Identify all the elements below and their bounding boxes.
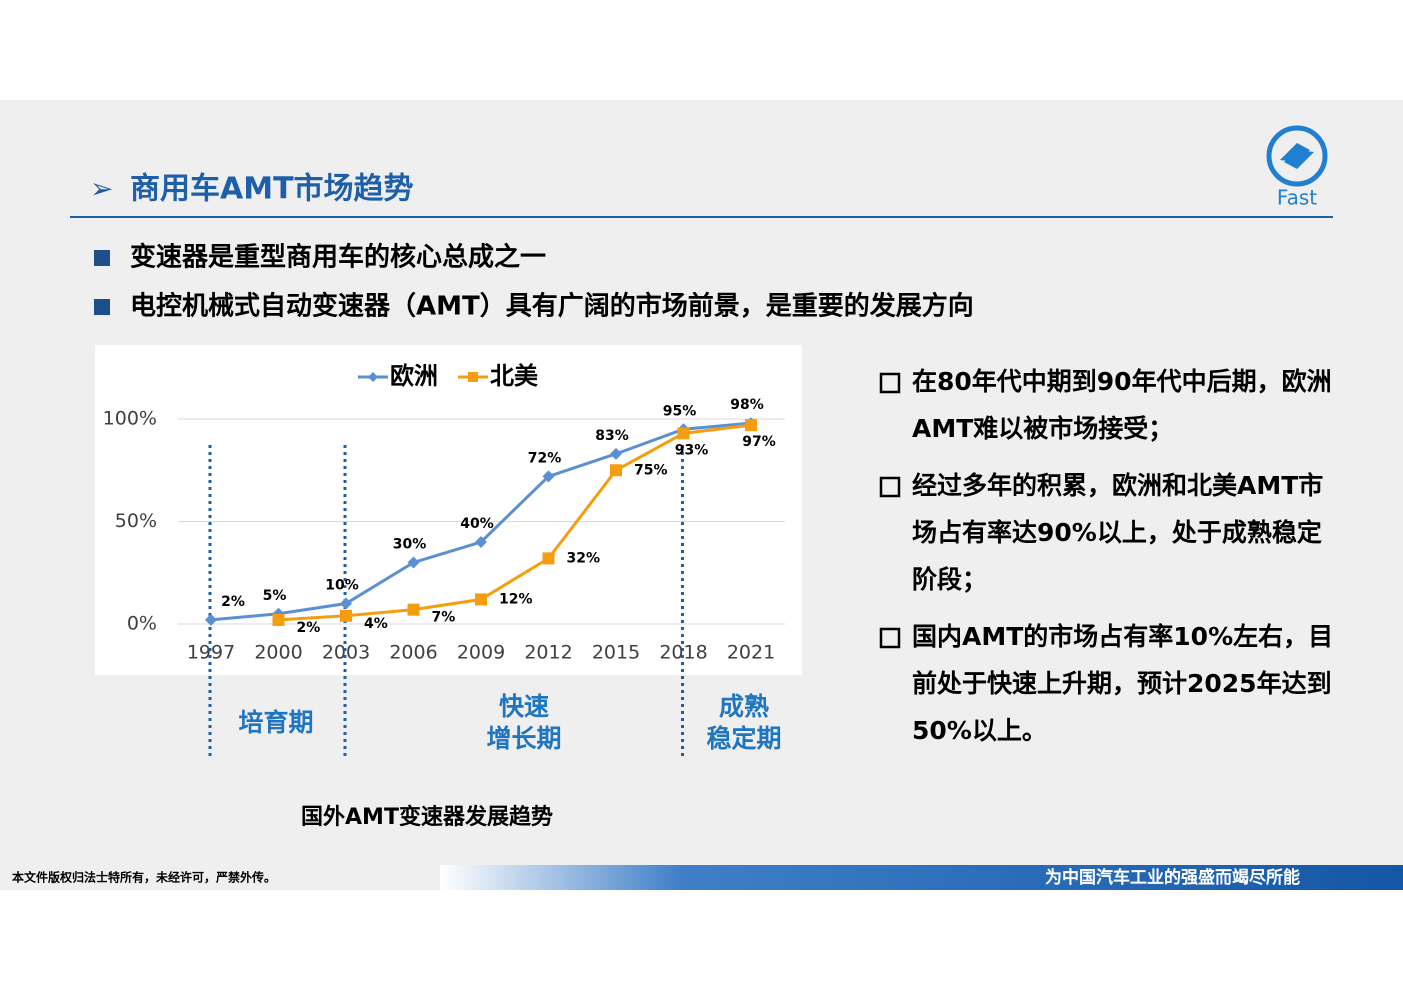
note-text: 在80年代中期到90年代中后期，欧洲 [912,367,1332,396]
y-tick-label: 0% [127,613,157,635]
logo-ring [1266,125,1328,187]
period-label: 快速 [499,692,549,721]
legend-label: 欧洲 [390,362,438,390]
data-label: 2% [221,594,245,610]
bullet-square [94,250,110,266]
x-tick-label: 2012 [524,642,572,664]
data-label: 32% [567,550,601,566]
point [677,427,690,440]
point [610,464,622,477]
x-tick-label: 2015 [592,642,640,664]
data-label: 2% [297,620,321,636]
data-label: 40% [460,516,494,532]
point [407,603,420,616]
period-label: 稳定期 [706,724,781,753]
data-label: 10% [325,578,359,594]
note-text: 国内AMT的市场占有率10%左右，目 [912,622,1333,651]
point [745,419,757,432]
note-text: AMT难以被市场接受； [912,414,1173,443]
note-text: 前处于快速上升期，预计2025年达到 [912,669,1332,698]
x-tick-label: 2018 [659,642,707,664]
note-text: 经过多年的积累，欧洲和北美AMT市 [912,471,1323,500]
note-box [879,372,901,394]
point [407,556,420,569]
series-line [278,423,752,622]
data-label: 97% [742,434,776,450]
x-tick-label: 2000 [254,642,302,664]
data-label: 93% [675,442,709,458]
legend-marker [368,372,378,382]
logo-text: Fast [1277,186,1317,210]
y-tick-label: 100% [103,408,157,430]
period-label: 成熟 [719,692,769,721]
point [205,613,217,626]
chart-caption: 国外AMT变速器发展趋势 [301,804,553,830]
data-label: 72% [528,450,562,466]
x-tick-label: 2006 [389,642,437,664]
point [272,613,285,626]
point [340,609,352,622]
footer-bar [440,865,1403,890]
point [340,597,352,610]
note-text: 场占有率达90%以上，处于成熟稳定 [912,518,1322,547]
legend-marker [468,372,478,382]
data-label: 4% [364,616,388,632]
legend-label: 北美 [490,362,538,390]
x-tick-label: 2003 [322,642,370,664]
data-label: 7% [432,610,456,626]
point [475,536,487,548]
logo-mark [1280,143,1314,169]
footer-right: 为中国汽车工业的强盛而竭尽所能 [1045,867,1300,888]
note-box [879,627,901,649]
data-label: 95% [663,403,697,419]
bullet-text: 变速器是重型商用车的核心总成之一 [130,242,546,273]
note-box [879,476,901,498]
data-label: 12% [499,591,533,607]
footer-left: 本文件版权归法士特所有，未经许可，严禁外传。 [12,870,276,885]
title: 商用车AMT市场趋势 [130,172,414,207]
note-text: 阶段； [912,565,987,594]
period-label: 增长期 [486,724,561,753]
period-label: 培育期 [238,708,313,737]
data-label: 30% [393,537,427,553]
y-tick-label: 50% [115,510,157,532]
bullet-text: 电控机械式自动变速器（AMT）具有广阔的市场前景，是重要的发展方向 [130,291,974,322]
x-tick-label: 2009 [457,642,505,664]
data-label: 75% [634,462,668,478]
x-tick-label: 2021 [727,642,775,664]
data-label: 98% [730,397,764,413]
note-text: 50%以上。 [912,716,1047,745]
point [542,552,555,565]
point [475,593,487,606]
data-label: 83% [595,428,629,444]
point [610,447,622,460]
title-arrow: ➢ [90,172,113,205]
data-label: 5% [263,588,287,604]
x-tick-label: 1997 [187,642,235,664]
bullet-square [94,299,110,315]
point [542,470,555,483]
